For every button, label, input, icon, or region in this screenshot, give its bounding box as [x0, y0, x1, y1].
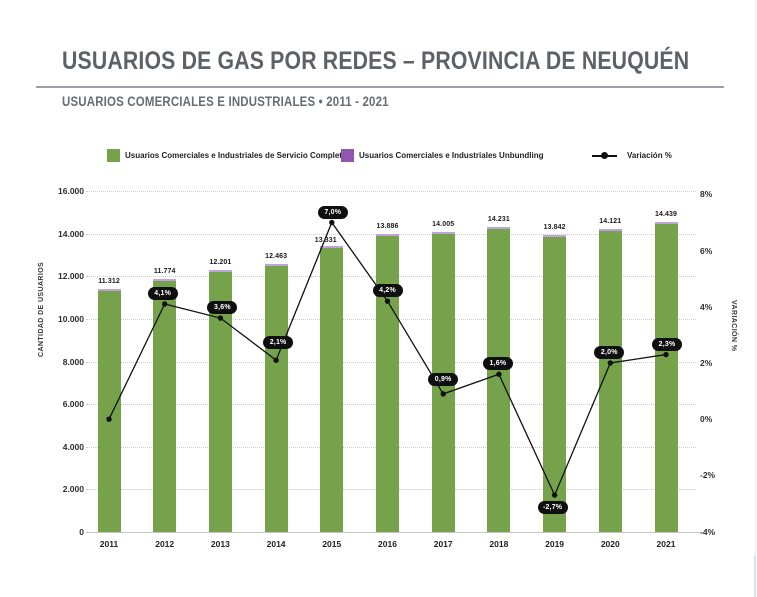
- page-title: USUARIOS DE GAS POR REDES – PROVINCIA DE…: [62, 47, 757, 76]
- bar-value-label: 12.201: [209, 258, 232, 266]
- bar-value-label: 13.331: [314, 236, 337, 244]
- bar-cap-unbundling: [320, 245, 344, 248]
- bar-cap-unbundling: [153, 279, 177, 282]
- left-axis-tick: 10.000: [58, 313, 84, 324]
- x-axis-year-label: 2019: [545, 539, 565, 549]
- variation-point: [329, 219, 335, 226]
- x-axis-year-label: 2021: [656, 539, 676, 549]
- bar-servicio-completo: [320, 247, 344, 532]
- x-axis-year-label: 2015: [322, 539, 342, 549]
- right-axis-tick: -4%: [700, 526, 716, 537]
- page-right-edge: [755, 0, 756, 597]
- bar-value-label: 11.774: [153, 268, 176, 276]
- bar-value-label: 14.439: [654, 211, 677, 219]
- right-axis-tick: 8%: [700, 189, 713, 200]
- bar-servicio-completo: [97, 290, 121, 532]
- variation-value-pill: 2,1%: [263, 335, 294, 349]
- right-axis-title: VARIACIÓN %: [730, 300, 737, 352]
- legend-label: Usuarios Comerciales e Industriales Unbu…: [359, 151, 544, 160]
- bar-cap-unbundling: [598, 229, 622, 232]
- x-axis-year-label: 2017: [433, 539, 453, 549]
- legend-label: Variación %: [627, 151, 672, 160]
- page-subtitle-text: USUARIOS COMERCIALES E INDUSTRIALES • 20…: [62, 94, 389, 109]
- green-square-swatch-icon: [107, 149, 120, 162]
- bar-servicio-completo: [543, 236, 567, 532]
- x-axis-year-label: 2018: [489, 539, 509, 549]
- bar-cap-unbundling: [487, 226, 511, 229]
- variation-value-pill: 1,6%: [482, 356, 513, 370]
- bar-cap-unbundling: [543, 234, 567, 237]
- bar-cap-unbundling: [97, 288, 121, 291]
- bar-cap-unbundling: [431, 231, 455, 234]
- left-axis-tick: 14.000: [58, 228, 84, 239]
- bar-cap-unbundling: [376, 234, 399, 237]
- bar-value-label: 14.231: [487, 215, 510, 223]
- bar-value-label: 14.005: [432, 220, 455, 228]
- bar-servicio-completo: [654, 224, 678, 532]
- bar-value-label: 13.886: [376, 223, 399, 231]
- bar-servicio-completo: [264, 266, 288, 532]
- left-axis-tick: 6.000: [62, 399, 84, 410]
- legend-label: Usuarios Comerciales e Industriales de S…: [125, 151, 347, 160]
- variation-value-pill: 2,3%: [652, 338, 682, 352]
- left-axis-tick: 16.000: [58, 186, 84, 196]
- x-axis-year-label: 2016: [378, 539, 397, 549]
- page-title-text: USUARIOS DE GAS POR REDES – PROVINCIA DE…: [62, 47, 690, 75]
- bar-servicio-completo: [153, 281, 177, 532]
- bar-cap-unbundling: [654, 222, 678, 225]
- bar-value-label: 11.312: [98, 277, 120, 285]
- left-axis-tick: 12.000: [58, 271, 84, 282]
- variation-value-pill: 4,2%: [372, 283, 403, 297]
- right-axis-tick: -2%: [700, 470, 716, 481]
- variation-value-pill: 7,0%: [317, 206, 348, 219]
- right-axis-tick: 2%: [700, 358, 713, 368]
- purple-square-swatch-icon: [341, 149, 354, 162]
- line-dot-icon: [601, 152, 608, 159]
- variation-value-pill: 2,0%: [594, 345, 625, 359]
- bar-servicio-completo: [487, 228, 511, 532]
- left-axis-tick: 0: [79, 527, 84, 537]
- left-axis-tick: 8.000: [62, 356, 84, 367]
- page-right-edge-highlight: [754, 556, 756, 597]
- right-axis-tick: 6%: [700, 245, 713, 256]
- bar-servicio-completo: [376, 236, 399, 532]
- x-axis-year-label: 2014: [266, 539, 286, 549]
- gridline: [86, 191, 696, 192]
- bar-value-label: 13.842: [543, 223, 566, 231]
- x-axis-year-label: 2013: [210, 539, 230, 549]
- bar-value-label: 14.121: [599, 218, 622, 226]
- left-axis-tick: 2.000: [62, 484, 84, 495]
- x-axis-year-label: 2012: [155, 539, 175, 549]
- page-subtitle: USUARIOS COMERCIALES E INDUSTRIALES • 20…: [62, 94, 446, 109]
- x-axis-line: [86, 532, 700, 533]
- variation-value-pill: 4,1%: [147, 287, 178, 301]
- right-axis-tick: 4%: [700, 301, 713, 312]
- variation-value-pill: 3,6%: [207, 300, 238, 314]
- bar-value-label: 12.463: [265, 253, 288, 261]
- bar-servicio-completo: [598, 231, 622, 532]
- variation-value-pill: -2,7%: [537, 500, 568, 514]
- variation-value-pill: 0,9%: [428, 373, 459, 387]
- right-axis-tick: 0%: [700, 414, 713, 425]
- x-axis-year-label: 2020: [600, 539, 620, 549]
- left-axis-tick: 4.000: [62, 441, 84, 452]
- left-axis-title: CANTIDAD DE USUARIOS: [38, 261, 45, 357]
- bar-cap-unbundling: [208, 269, 232, 272]
- bar-cap-unbundling: [264, 264, 288, 267]
- x-axis-year-label: 2011: [99, 539, 119, 549]
- title-separator: [36, 86, 724, 88]
